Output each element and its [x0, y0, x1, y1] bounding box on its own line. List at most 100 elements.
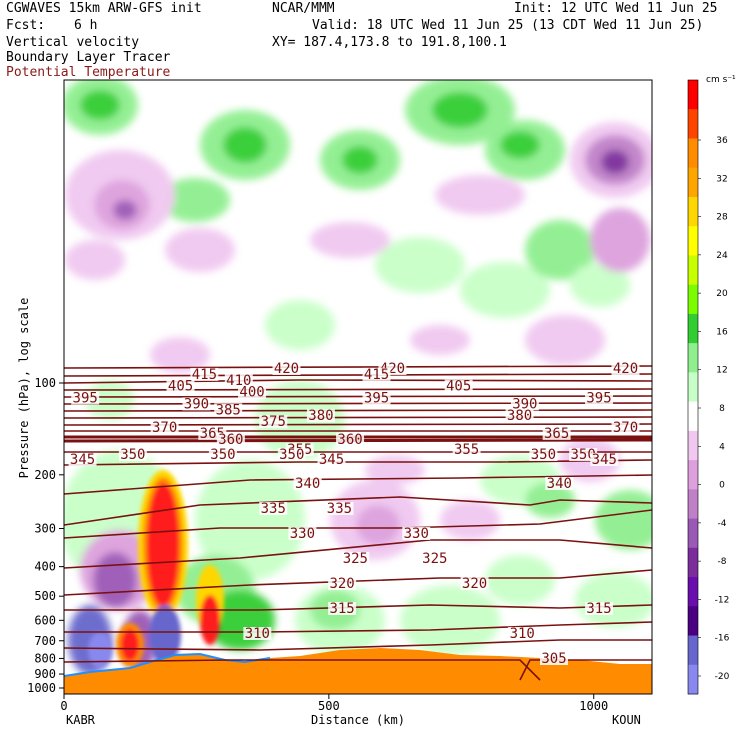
isentrope-label: 345	[592, 452, 617, 468]
isentrope-label: 370	[613, 420, 638, 436]
isentrope-label: 330	[404, 526, 429, 542]
isentrope-label-bg	[272, 362, 301, 375]
colorbar-swatch	[688, 430, 698, 461]
isentrope-label-bg	[611, 362, 640, 375]
field-vertical-velocity: Vertical velocity	[6, 35, 140, 50]
isentrope-label-bg	[362, 367, 391, 381]
xy-endpoints: XY= 187.4,173.8 to 191.8,100.1	[272, 35, 507, 50]
isentrope-label: 395	[73, 391, 98, 407]
isentrope-label: 395	[364, 391, 389, 407]
isentrope-label: 350	[570, 447, 595, 463]
colorbar-tick-label: 36	[716, 136, 728, 146]
isentrope-label-bg	[328, 577, 357, 590]
x-tick-label: 500	[318, 699, 340, 713]
isentrope-label-bg	[328, 602, 357, 615]
isentrope-label: 410	[226, 373, 251, 389]
isentrope-label: 340	[295, 476, 320, 492]
y-axis-title: Pressure (hPa), log scale	[17, 298, 31, 479]
isentrope-label-bg	[611, 421, 640, 434]
isentrope-label: 385	[216, 402, 241, 418]
isentrope-label: 415	[364, 367, 389, 383]
colorbar-swatch	[688, 518, 698, 549]
y-tick-label: 200	[34, 468, 56, 482]
y-tick-label: 900	[34, 667, 56, 681]
isentrope-label-bg	[118, 448, 147, 461]
colorbar-tick-label: -12	[715, 595, 730, 605]
colorbar-swatch	[688, 489, 698, 520]
colorbar-swatch	[688, 109, 698, 139]
isentrope-label-bg	[444, 379, 473, 393]
colorbar-tick-label: -8	[718, 557, 727, 567]
y-tick-label: 100	[34, 376, 56, 390]
isentrope-label-bg	[341, 552, 370, 565]
colorbar-tick-label: -20	[715, 672, 730, 682]
isentrope-label-bg	[259, 415, 288, 429]
isentrope-label-bg	[460, 577, 489, 590]
isentrope-label: 320	[329, 576, 354, 592]
colorbar: 36 32 28 24 20 16 12 8 4 0 -4 -8 -12 -16 -20	[687, 79, 730, 695]
isentrope-label: 345	[70, 452, 95, 468]
isentrope-label-bg	[590, 453, 619, 466]
isentrope-label-bg	[71, 391, 100, 405]
isentrope-label-bg	[293, 477, 322, 490]
y-tick-label: 400	[34, 560, 56, 574]
isentrope-label-bg	[208, 448, 237, 461]
colorbar-tick-label: 8	[719, 404, 725, 414]
y-tick-label: 300	[34, 522, 56, 536]
colorbar-swatch	[688, 196, 698, 227]
x-left-endpoint: KABR	[66, 713, 96, 727]
isentrope-label: 320	[462, 576, 487, 592]
y-tick-label: 700	[34, 634, 56, 648]
colorbar-tick-label: 20	[716, 289, 728, 299]
y-tick-label: 600	[34, 613, 56, 627]
isentrope-label-bg	[306, 409, 335, 423]
vertical-velocity-field	[64, 80, 652, 694]
field-potential-temperature: Potential Temperature	[6, 65, 171, 80]
colorbar-unit: cm s⁻¹	[706, 75, 736, 85]
isentrope-label: 325	[343, 551, 368, 567]
isentrope-label: 420	[613, 361, 638, 377]
isentrope-label-bg	[259, 502, 288, 515]
isentrope-label-bg	[529, 448, 558, 461]
colorbar-tick-label: 16	[716, 327, 728, 337]
x-axis-title: Distance (km)	[311, 713, 405, 727]
colorbar-tick-label: 12	[716, 366, 727, 376]
isentrope-label-bg	[224, 373, 253, 387]
isentrope-label: 400	[239, 385, 264, 401]
isentrope-label: 370	[152, 420, 177, 436]
isentrope-label: 415	[192, 367, 217, 383]
colorbar-swatch	[688, 664, 698, 695]
isentrope-label: 350	[120, 447, 145, 463]
isentrope-label-bg	[510, 397, 539, 411]
isentrope-label: 330	[290, 526, 315, 542]
isentrope-label-bg	[505, 409, 534, 423]
isentrope-label-bg	[402, 527, 431, 540]
isentrope-label-bg	[569, 448, 598, 461]
colorbar-tick-label: 24	[716, 251, 728, 261]
fcst-value: 6 h	[74, 18, 98, 33]
y-tick-label: 800	[34, 651, 56, 665]
y-tick-label: 500	[34, 589, 56, 603]
isentrope-label-bg	[182, 397, 211, 411]
isentrope-label: 310	[510, 626, 535, 642]
field-boundary-layer-tracer: Boundary Layer Tracer	[6, 50, 171, 65]
center-label: NCAR/MMM	[272, 1, 335, 16]
isentrope-label: 405	[446, 379, 471, 395]
isentrope-label-bg	[238, 385, 267, 399]
x-tick-label: 1000	[579, 699, 608, 713]
colorbar-swatch	[688, 547, 698, 578]
isentrope-label: 335	[327, 501, 352, 517]
isentrope-label: 345	[319, 452, 344, 468]
model-title: CGWAVES 15km ARW-GFS init	[6, 1, 202, 16]
y-tick-label: 1000	[27, 681, 56, 695]
isentrope-label-bg	[68, 453, 97, 466]
isentrope-label-bg	[540, 652, 568, 665]
isentrope-label: 375	[261, 414, 286, 430]
x-tick-label: 0	[60, 699, 67, 713]
plot-frame	[63, 79, 653, 695]
isentrope-label-bg	[190, 367, 219, 381]
colorbar-swatch	[688, 606, 698, 637]
isentrope-label: 395	[586, 391, 611, 407]
colorbar-swatch	[688, 460, 698, 490]
